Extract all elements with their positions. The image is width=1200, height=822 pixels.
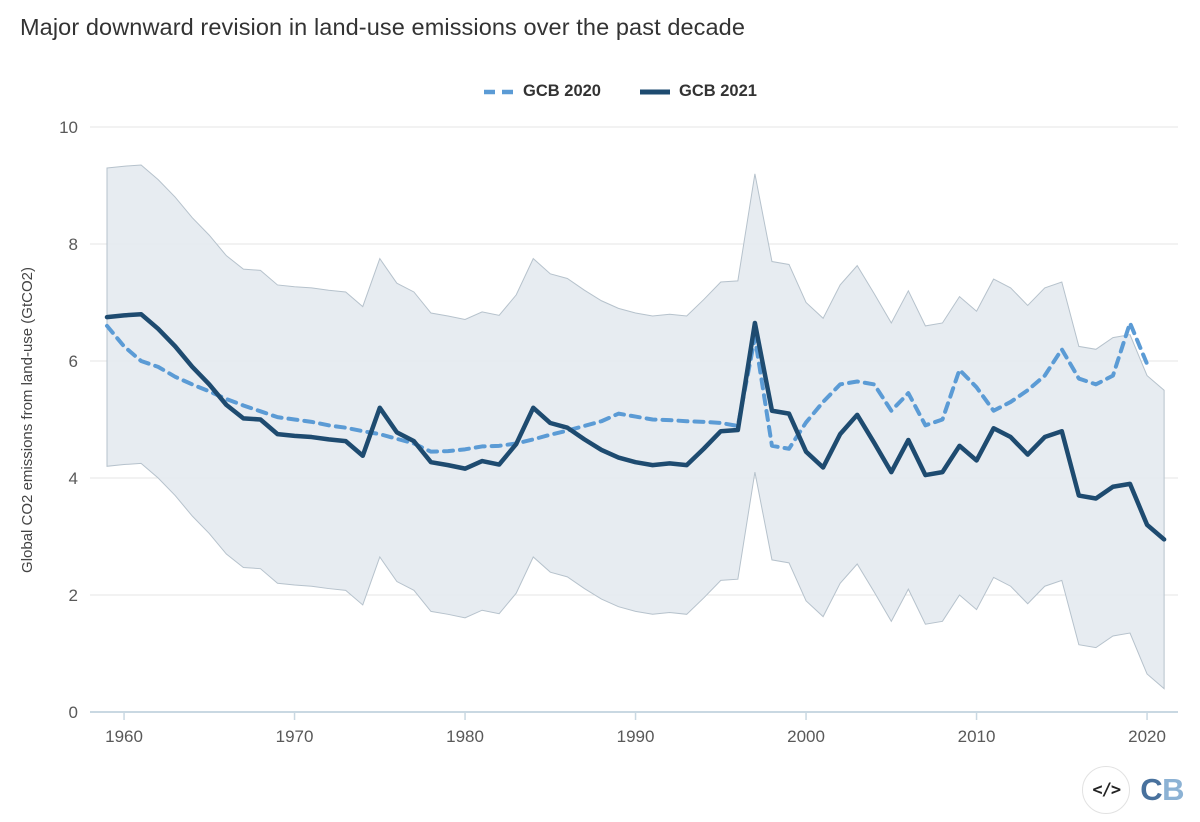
x-tick-label: 2000 (787, 727, 825, 746)
chart-legend: GCB 2020 GCB 2021 (90, 82, 1150, 101)
legend-swatch-solid-icon (640, 89, 670, 94)
x-tick-label: 1960 (105, 727, 143, 746)
y-tick-label: 10 (59, 118, 78, 137)
series-line-gcb-2021 (104, 311, 1167, 542)
legend-item-gcb-2020[interactable]: GCB 2020 (483, 82, 601, 101)
carbonbrief-logo[interactable]: CB (1140, 772, 1184, 807)
series-line-gcb-2020 (105, 320, 1150, 454)
x-tick-label: 2020 (1128, 727, 1166, 746)
y-tick-label: 6 (69, 352, 78, 371)
y-tick-label: 4 (69, 469, 78, 488)
y-axis-title: Global CO2 emissions from land-use (GtCO… (19, 267, 36, 573)
uncertainty-band (106, 164, 1165, 690)
x-tick-label: 1970 (276, 727, 314, 746)
chart-title: Major downward revision in land-use emis… (20, 14, 746, 40)
x-tick-label: 2010 (958, 727, 996, 746)
embed-code-icon[interactable]: </> (1082, 766, 1131, 814)
x-tick-label: 1990 (617, 727, 655, 746)
legend-item-gcb-2021[interactable]: GCB 2021 (639, 82, 757, 101)
carbonbrief-attribution: </> CB (1082, 766, 1184, 814)
legend-label: GCB 2021 (679, 82, 757, 100)
legend-label: GCB 2020 (523, 82, 601, 100)
y-tick-label: 8 (69, 235, 78, 254)
legend-swatch-dashed-icon (484, 89, 515, 94)
y-tick-label: 2 (69, 586, 78, 605)
x-tick-label: 1980 (446, 727, 484, 746)
y-tick-label: 0 (69, 703, 78, 722)
